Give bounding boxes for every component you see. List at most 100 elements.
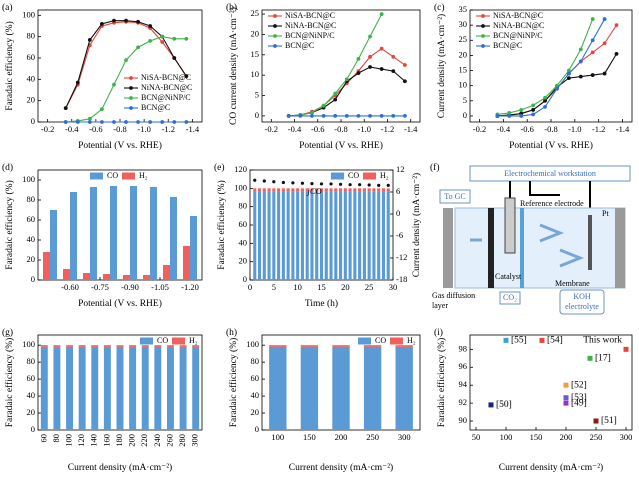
y-tick-label: 100 [234, 182, 247, 192]
bar-segment [332, 346, 350, 430]
bar-segment [329, 191, 333, 280]
x-tick-label: -1.2 [162, 124, 175, 134]
x-tick-label: -0.6 [520, 124, 533, 134]
bar-segment [286, 188, 290, 192]
point-label: [53] [571, 393, 587, 403]
legend-label: CO [107, 171, 118, 180]
marker [112, 18, 116, 23]
bar-segment [78, 346, 86, 430]
bar-segment [305, 191, 309, 280]
y-tick-label: 96 [459, 361, 468, 371]
marker [391, 113, 396, 118]
y2-tick-label: -6 [396, 230, 403, 240]
marker [578, 47, 583, 52]
y-tick-label: 80 [27, 31, 36, 41]
marker [507, 114, 512, 118]
marker [75, 120, 80, 124]
bar-segment [78, 345, 86, 347]
koh-label: KOH [573, 292, 591, 301]
x-tick-label: -1.0 [568, 124, 581, 134]
legend-marker [129, 106, 133, 110]
bar [130, 186, 137, 280]
gc-label: To GC [444, 192, 465, 201]
bar-segment [281, 191, 285, 280]
bar-segment [272, 188, 276, 192]
bar-segment [53, 346, 61, 430]
marker [531, 103, 536, 108]
x-axis-title: Time (h) [305, 298, 338, 309]
marker [100, 120, 104, 124]
marker [160, 120, 165, 124]
legend-label: CO [157, 336, 168, 345]
bar-segment [334, 191, 338, 280]
bar-segment [386, 188, 390, 192]
bar-segment [179, 346, 187, 430]
x-axis-title: Potential (V vs. RHE) [78, 298, 162, 309]
bar-segment [257, 188, 262, 192]
legend-marker [481, 44, 485, 48]
marker [566, 68, 571, 73]
bar-segment [91, 345, 99, 347]
x-tick-label: -1.4 [186, 124, 200, 134]
bar-segment [257, 191, 262, 280]
y-tick-label: 5 [255, 89, 259, 99]
bar-segment [372, 191, 376, 280]
plot-frame [37, 9, 203, 123]
marker [344, 77, 349, 82]
marker [543, 98, 547, 103]
bar-segment [362, 188, 366, 192]
bar-segment [166, 346, 174, 430]
y-axis-title: Faradaic efficiency (%) [4, 21, 15, 111]
marker [112, 82, 116, 87]
marker [495, 114, 500, 118]
y-tick-label: 100 [22, 339, 35, 349]
marker [379, 67, 384, 71]
x-tick-label: 100 [500, 432, 513, 442]
bar-segment [300, 191, 304, 280]
x-axis-title: Current density (mA·cm⁻²) [68, 462, 172, 473]
y-tick-label: 20 [459, 49, 468, 59]
marker [63, 120, 68, 124]
x-tick-label: 250 [590, 432, 603, 442]
marker [531, 112, 536, 117]
marker [87, 120, 92, 124]
marker [614, 51, 619, 56]
point-label: [54] [547, 336, 563, 346]
bar-segment [269, 346, 287, 430]
x-tick-label: -1.2 [592, 124, 605, 134]
marker [184, 120, 189, 124]
bar [143, 275, 150, 280]
bar-segment [66, 346, 74, 430]
y2-tick-label: -12 [396, 252, 407, 262]
y-axis-title: Faradaic efficiency (%) [436, 338, 447, 428]
bar-segment [66, 345, 74, 347]
bar [103, 274, 110, 280]
x-tick-label: -0.8 [544, 124, 557, 134]
legend-label: NiNA-BCN@C [285, 21, 336, 30]
legend-marker [129, 96, 133, 100]
x-tick-label: -0.8 [334, 124, 347, 134]
y-axis-title: CO current density (mA·cm⁻²) [228, 7, 239, 125]
point [367, 183, 371, 187]
x-tick-label: -0.4 [288, 124, 302, 134]
bar-segment [300, 345, 319, 347]
bar-segment [381, 188, 386, 192]
y-tick-label: 10 [459, 80, 468, 90]
marker [368, 54, 372, 59]
bar-segment [358, 191, 362, 280]
marker [543, 95, 547, 100]
bar-segment [334, 188, 338, 192]
bar-segment [363, 346, 382, 430]
plot-frame [37, 169, 203, 281]
bar-segment [116, 346, 124, 430]
bar-segment [286, 191, 290, 280]
legend-swatch [358, 337, 371, 345]
marker [368, 65, 372, 69]
panel-label: (b) [226, 2, 237, 13]
point [623, 346, 629, 352]
point [563, 382, 569, 388]
x-tick-label: 180 [114, 434, 124, 447]
bar-segment [129, 345, 137, 347]
marker [136, 19, 140, 24]
y-tick-label: 30 [459, 19, 468, 29]
